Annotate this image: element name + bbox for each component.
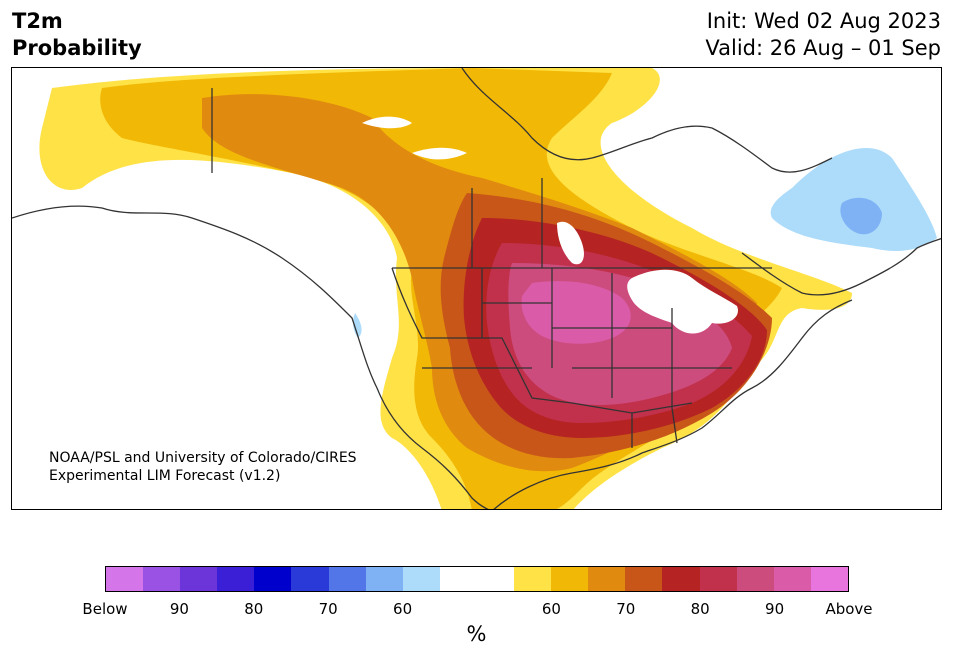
colorbar-cell	[180, 567, 218, 591]
colorbar-cell	[291, 567, 329, 591]
colorbar-cell	[588, 567, 626, 591]
cool-west-region	[353, 313, 362, 338]
init-date: Init: Wed 02 Aug 2023	[706, 9, 941, 33]
colorbar-cell	[662, 567, 700, 591]
colorbar-cell	[625, 567, 663, 591]
colorbar-cell	[217, 567, 255, 591]
colorbar-tick-label: Above	[825, 600, 873, 618]
data-credit: NOAA/PSL and University of Colorado/CIRE…	[49, 449, 357, 485]
colorbar-cell	[476, 567, 515, 591]
great-lakes	[627, 269, 738, 334]
colorbar-cell	[699, 567, 737, 591]
colorbar-cell	[328, 567, 366, 591]
colorbar-cell	[402, 567, 440, 591]
credit-line2: Experimental LIM Forecast (v1.2)	[49, 468, 281, 484]
colorbar-cell	[810, 567, 848, 591]
colorbar-tick-label: 60	[393, 600, 413, 618]
colorbar-ticks: Below 90 80 70 60 60 70 80 90 Above	[0, 600, 953, 620]
map-canvas	[12, 68, 941, 509]
colorbar-cell	[551, 567, 589, 591]
forecast-dates: Init: Wed 02 Aug 2023 Valid: 26 Aug – 01…	[705, 8, 941, 62]
colorbar-tick-label: 90	[765, 600, 785, 618]
colorbar-cell	[106, 567, 144, 591]
hudson-bay-lake	[557, 221, 584, 265]
colorbar-cell	[736, 567, 774, 591]
colorbar-tick-label: 90	[169, 600, 189, 618]
colorbar	[105, 566, 849, 592]
colorbar-cell	[143, 567, 181, 591]
colorbar-tick-label: 70	[616, 600, 636, 618]
colorbar-cell	[514, 567, 552, 591]
map-title: T2m Probability	[12, 8, 142, 62]
credit-line1: NOAA/PSL and University of Colorado/CIRE…	[49, 450, 357, 466]
colorbar-tick-label: 70	[318, 600, 338, 618]
colorbar-cell	[254, 567, 292, 591]
colorbar-tick-label: Below	[82, 600, 128, 618]
colorbar-tick-label: 80	[244, 600, 264, 618]
coastlines	[12, 68, 941, 509]
cool-70-region	[840, 197, 882, 235]
forecast-map	[11, 67, 942, 510]
canada-lakes	[362, 116, 467, 160]
title-line2: Probability	[12, 36, 142, 60]
valid-period: Valid: 26 Aug – 01 Sep	[705, 36, 941, 60]
colorbar-tick-label: 80	[690, 600, 710, 618]
colorbar-cell	[773, 567, 811, 591]
colorbar-cell	[439, 567, 477, 591]
colorbar-cell	[365, 567, 403, 591]
title-line1: T2m	[12, 9, 63, 33]
colorbar-unit: %	[466, 622, 487, 646]
colorbar-tick-label: 60	[541, 600, 561, 618]
